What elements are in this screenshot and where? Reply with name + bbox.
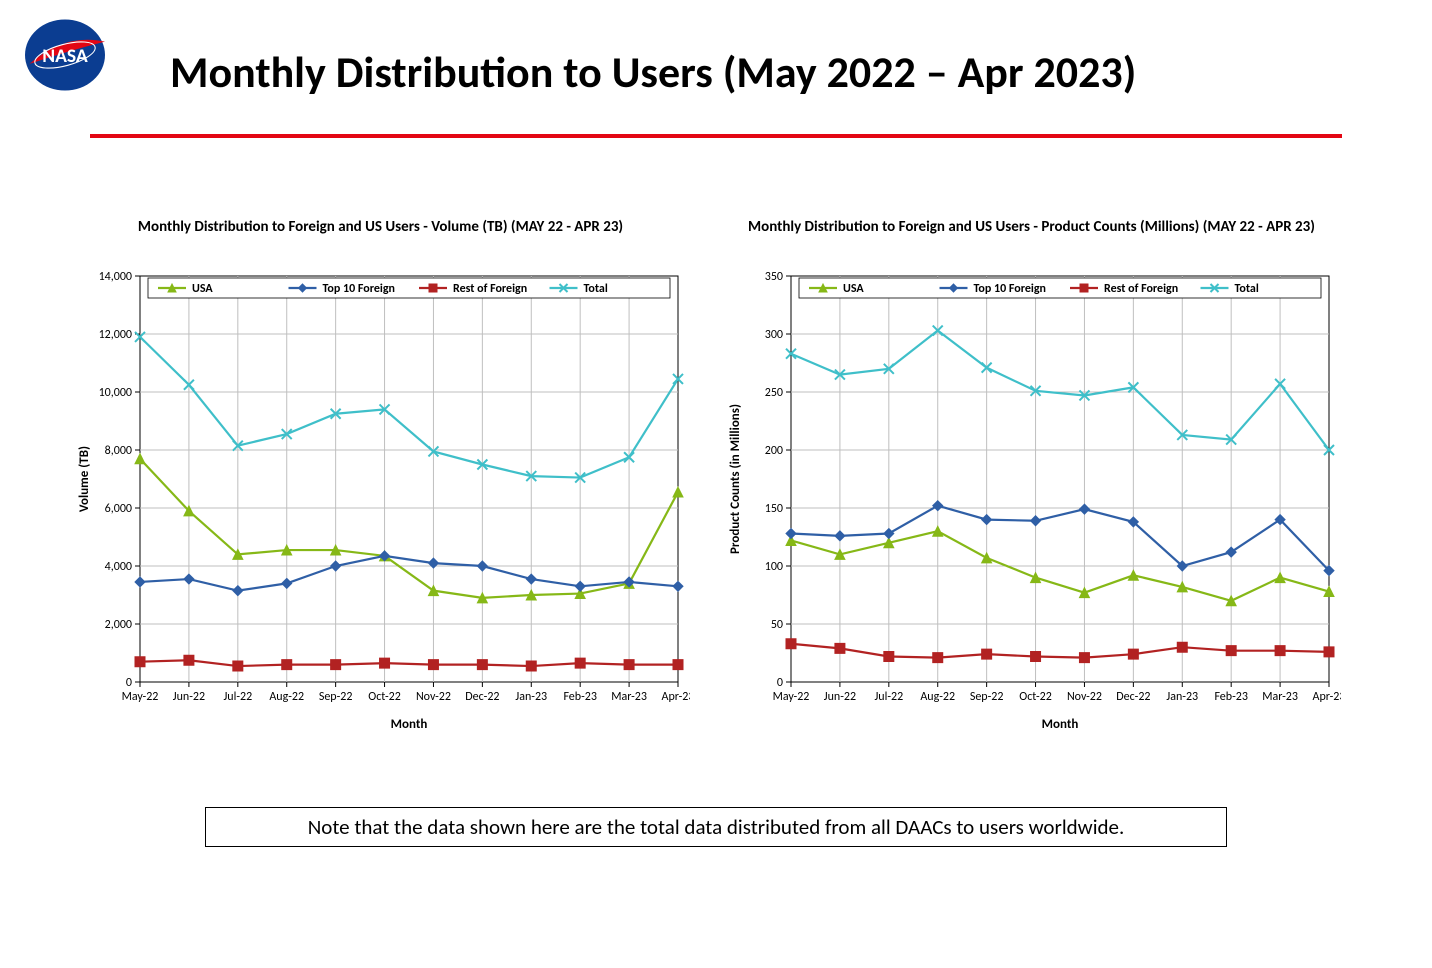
svg-text:Top 10 Foreign: Top 10 Foreign <box>974 282 1046 296</box>
svg-text:2,000: 2,000 <box>105 618 132 632</box>
svg-text:May-22: May-22 <box>122 690 159 704</box>
svg-text:Rest of Foreign: Rest of Foreign <box>1104 282 1178 296</box>
svg-text:4,000: 4,000 <box>105 560 132 574</box>
svg-text:12,000: 12,000 <box>99 328 132 342</box>
chart1-svg: 0 2,000 4,000 6,000 8,000 10,000 12,000 14,000 M… <box>70 242 690 742</box>
svg-text:Apr-23: Apr-23 <box>1313 690 1341 704</box>
svg-text:USA: USA <box>843 282 864 296</box>
svg-text:Top 10 Foreign: Top 10 Foreign <box>323 282 395 296</box>
svg-text:Nov-22: Nov-22 <box>1067 690 1102 704</box>
svg-text:Month: Month <box>1042 717 1079 732</box>
svg-text:Aug-22: Aug-22 <box>920 690 955 704</box>
svg-text:Sep-22: Sep-22 <box>970 690 1004 704</box>
chart2-title: Monthly Distribution to Foreign and US U… <box>721 218 1342 236</box>
svg-text:Mar-23: Mar-23 <box>611 690 647 704</box>
svg-text:Rest of Foreign: Rest of Foreign <box>453 282 527 296</box>
svg-text:14,000: 14,000 <box>99 270 132 284</box>
svg-text:0: 0 <box>126 676 132 690</box>
svg-text:Jan-23: Jan-23 <box>515 690 547 704</box>
svg-text:6,000: 6,000 <box>105 502 132 516</box>
svg-text:350: 350 <box>765 270 783 284</box>
svg-text:Total: Total <box>584 282 608 296</box>
svg-text:Feb-23: Feb-23 <box>563 690 596 704</box>
svg-text:Product Counts (in Millions): Product Counts (in Millions) <box>728 404 743 554</box>
svg-text:Aug-22: Aug-22 <box>269 690 304 704</box>
svg-text:50: 50 <box>771 618 783 632</box>
svg-text:Feb-23: Feb-23 <box>1214 690 1247 704</box>
svg-text:300: 300 <box>765 328 783 342</box>
chart-volume: Monthly Distribution to Foreign and US U… <box>70 218 691 747</box>
nasa-logo: NASA <box>20 15 110 95</box>
svg-text:10,000: 10,000 <box>99 386 132 400</box>
svg-text:Nov-22: Nov-22 <box>416 690 451 704</box>
footer-note: Note that the data shown here are the to… <box>205 807 1227 847</box>
svg-text:Jul-22: Jul-22 <box>874 690 903 704</box>
svg-text:USA: USA <box>192 282 213 296</box>
svg-text:Dec-22: Dec-22 <box>1116 690 1150 704</box>
svg-text:Oct-22: Oct-22 <box>1019 690 1052 704</box>
page-title: Monthly Distribution to Users (May 2022 … <box>170 45 1372 99</box>
svg-text:Mar-23: Mar-23 <box>1262 690 1298 704</box>
svg-text:8,000: 8,000 <box>105 444 132 458</box>
chart-products: Monthly Distribution to Foreign and US U… <box>721 218 1342 747</box>
svg-text:Apr-23: Apr-23 <box>662 690 690 704</box>
svg-text:100: 100 <box>765 560 783 574</box>
svg-text:150: 150 <box>765 502 783 516</box>
svg-text:Volume (TB): Volume (TB) <box>77 446 92 512</box>
svg-text:Jun-22: Jun-22 <box>173 690 205 704</box>
svg-text:Jul-22: Jul-22 <box>223 690 252 704</box>
svg-text:200: 200 <box>765 444 783 458</box>
svg-text:Jun-22: Jun-22 <box>824 690 856 704</box>
svg-text:Sep-22: Sep-22 <box>319 690 353 704</box>
svg-text:NASA: NASA <box>42 44 88 68</box>
chart2-svg: 0 50 100 150 200 250 300 350 May-22 Jun-22 Jul-22 A… <box>721 242 1341 742</box>
svg-text:Jan-23: Jan-23 <box>1166 690 1198 704</box>
svg-text:0: 0 <box>777 676 783 690</box>
svg-text:Month: Month <box>391 717 428 732</box>
svg-text:Oct-22: Oct-22 <box>368 690 401 704</box>
svg-text:Total: Total <box>1235 282 1259 296</box>
svg-text:May-22: May-22 <box>773 690 810 704</box>
chart1-title: Monthly Distribution to Foreign and US U… <box>70 218 691 236</box>
svg-text:250: 250 <box>765 386 783 400</box>
svg-text:Dec-22: Dec-22 <box>465 690 499 704</box>
